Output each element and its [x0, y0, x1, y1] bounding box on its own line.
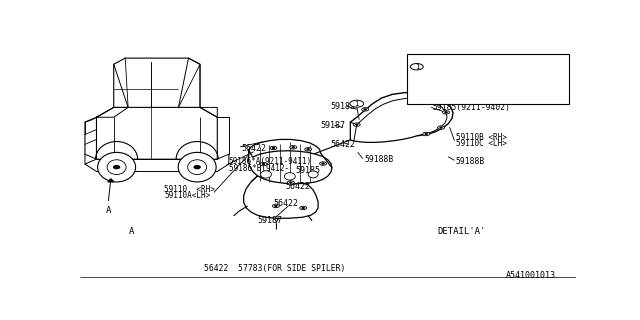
Ellipse shape — [284, 173, 295, 180]
Circle shape — [292, 147, 294, 148]
Text: 59188B: 59188B — [365, 155, 394, 164]
Circle shape — [275, 205, 277, 206]
Circle shape — [445, 112, 447, 113]
Text: W300029: W300029 — [428, 87, 462, 96]
Circle shape — [425, 133, 428, 134]
Circle shape — [353, 123, 360, 126]
Ellipse shape — [188, 160, 207, 174]
Circle shape — [322, 163, 324, 164]
Text: 59110B <RH>: 59110B <RH> — [456, 133, 507, 142]
Circle shape — [364, 109, 366, 110]
Text: 59186*A(9211-9411): 59186*A(9211-9411) — [229, 157, 312, 166]
Text: 59185(9211-9402): 59185(9211-9402) — [432, 103, 510, 112]
Text: 59110  <RH>: 59110 <RH> — [164, 185, 215, 194]
Bar — [408, 54, 568, 104]
Circle shape — [260, 162, 267, 166]
Text: (9907-    ): (9907- ) — [481, 87, 534, 96]
Text: 56422: 56422 — [273, 199, 298, 208]
Circle shape — [287, 181, 294, 184]
Circle shape — [194, 166, 200, 169]
Polygon shape — [108, 179, 114, 182]
Text: 56422: 56422 — [330, 140, 355, 149]
Ellipse shape — [98, 152, 136, 182]
Circle shape — [350, 100, 364, 107]
Ellipse shape — [107, 160, 126, 174]
Circle shape — [356, 124, 358, 125]
Circle shape — [273, 204, 280, 208]
Circle shape — [423, 132, 429, 136]
Text: 56422: 56422 — [241, 144, 266, 153]
Circle shape — [305, 148, 312, 151]
Text: 59186*A: 59186*A — [428, 62, 462, 71]
Circle shape — [362, 108, 369, 111]
Circle shape — [307, 149, 309, 150]
Circle shape — [290, 146, 297, 149]
Text: 59110C <LH>: 59110C <LH> — [456, 139, 507, 148]
Text: 56422: 56422 — [286, 182, 311, 191]
Circle shape — [438, 126, 445, 129]
Text: 1: 1 — [355, 101, 359, 107]
Circle shape — [443, 111, 449, 114]
Text: 59185: 59185 — [330, 102, 355, 111]
Text: 59186*B(9412-  ): 59186*B(9412- ) — [229, 164, 303, 173]
Text: A541001013: A541001013 — [506, 271, 556, 280]
Text: A: A — [129, 227, 134, 236]
Text: 59187: 59187 — [257, 216, 283, 225]
Circle shape — [300, 206, 307, 210]
Circle shape — [302, 207, 304, 208]
Ellipse shape — [308, 171, 318, 178]
Ellipse shape — [178, 152, 216, 182]
Circle shape — [319, 162, 326, 165]
Circle shape — [270, 146, 277, 150]
Text: 59187: 59187 — [321, 121, 346, 130]
Text: 1: 1 — [415, 64, 419, 70]
Text: 56422  57783(FOR SIDE SPILER): 56422 57783(FOR SIDE SPILER) — [204, 264, 346, 273]
Circle shape — [440, 127, 442, 128]
Text: 59188B: 59188B — [456, 157, 485, 166]
Text: A: A — [106, 206, 111, 215]
Circle shape — [410, 64, 423, 70]
Ellipse shape — [260, 171, 271, 178]
Text: 59185: 59185 — [296, 166, 321, 175]
Text: 59110A<LH>: 59110A<LH> — [164, 191, 211, 200]
Text: DETAIL'A': DETAIL'A' — [437, 227, 486, 236]
Circle shape — [114, 166, 120, 169]
Text: (9211-9906): (9211-9906) — [481, 62, 534, 71]
Circle shape — [290, 182, 292, 183]
